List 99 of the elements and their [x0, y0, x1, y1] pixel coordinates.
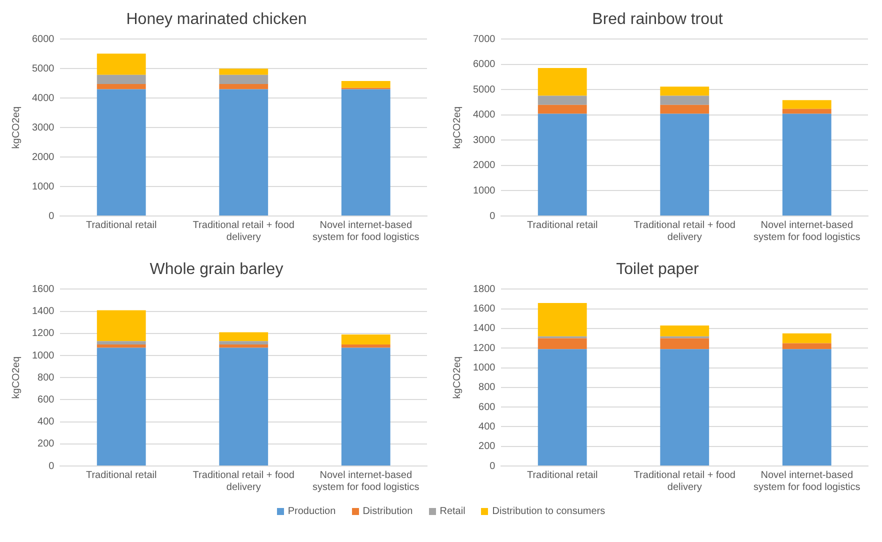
- y-tick-label: 4000: [472, 110, 496, 121]
- y-tick-label: 7000: [472, 34, 496, 45]
- x-tick-label: Traditional retail: [86, 220, 157, 231]
- bar: [96, 89, 146, 216]
- chart-title: Toilet paper: [616, 261, 700, 278]
- bar: [341, 334, 390, 344]
- x-tick-label: Traditional retail + food delivery: [192, 470, 294, 493]
- x-tick-label: Traditional retail: [526, 220, 598, 231]
- x-tick-label: Traditional retail + food delivery: [192, 220, 294, 243]
- bar: [538, 349, 587, 466]
- legend-label: Retail: [440, 506, 466, 517]
- x-tick-label: Traditional retail + food delivery: [634, 220, 736, 243]
- y-tick-label: 800: [38, 372, 55, 384]
- bar: [782, 108, 832, 114]
- bar: [219, 89, 268, 216]
- y-tick-label: 0: [490, 210, 496, 222]
- bar: [96, 310, 146, 342]
- y-tick-label: 1000: [32, 181, 55, 192]
- y-tick-label: 6000: [32, 34, 55, 45]
- y-tick-label: 1600: [472, 304, 496, 315]
- y-tick-label: 400: [478, 421, 496, 432]
- y-tick-label: 3000: [32, 122, 55, 134]
- bar: [538, 68, 587, 96]
- bar: [660, 104, 710, 114]
- bar: [538, 96, 587, 105]
- y-tick-label: 1000: [472, 362, 496, 374]
- x-tick-label: Traditional retail + food delivery: [634, 470, 736, 493]
- y-tick-label: 0: [48, 210, 55, 222]
- y-tick-label: 1400: [472, 323, 496, 334]
- y-axis-title: kgCO2eq: [10, 356, 22, 399]
- y-tick-label: 1600: [32, 284, 55, 295]
- y-tick-label: 400: [38, 416, 55, 428]
- y-tick-label: 2000: [32, 152, 55, 163]
- x-tick-label: Novel internet-based system for food logistics: [754, 220, 860, 243]
- bar: [538, 104, 587, 114]
- y-tick-label: 5000: [472, 84, 496, 96]
- y-axis-title: kgCO2eq: [452, 356, 463, 399]
- y-tick-label: 1200: [32, 328, 55, 340]
- bar: [341, 344, 390, 348]
- chart-title: Honey marinated chicken: [126, 11, 307, 28]
- y-tick-label: 5000: [32, 63, 55, 74]
- chart-title: Whole grain barley: [150, 261, 284, 278]
- bar: [341, 89, 390, 216]
- bar: [538, 302, 587, 336]
- bar: [96, 54, 146, 75]
- bar: [660, 114, 710, 216]
- y-tick-label: 1000: [472, 185, 496, 196]
- bar: [660, 326, 710, 336]
- y-tick-label: 600: [38, 394, 55, 406]
- y-axis-title: kgCO2eq: [10, 106, 22, 149]
- y-tick-label: 800: [478, 382, 496, 394]
- bar: [219, 84, 268, 90]
- bar: [660, 338, 710, 350]
- x-tick-label: Traditional retail: [86, 470, 157, 481]
- y-tick-label: 0: [48, 460, 55, 472]
- bar: [219, 332, 268, 342]
- bar: [219, 348, 268, 466]
- bar: [219, 341, 268, 344]
- y-tick-label: 200: [38, 438, 55, 450]
- bar: [96, 74, 146, 84]
- bar: [782, 349, 832, 466]
- y-tick-label: 2000: [472, 160, 496, 172]
- bar: [782, 114, 832, 216]
- bar: [96, 344, 146, 348]
- bar: [538, 114, 587, 216]
- legend-label: Distribution to consumers: [492, 506, 606, 517]
- bar: [782, 343, 832, 350]
- bar: [782, 100, 832, 109]
- bar: [341, 348, 390, 466]
- bar: [96, 341, 146, 344]
- y-tick-label: 1800: [472, 284, 496, 295]
- y-tick-label: 0: [490, 460, 496, 472]
- bar: [660, 96, 710, 105]
- chart-title: Bred rainbow trout: [592, 11, 724, 28]
- y-tick-label: 200: [478, 441, 496, 452]
- y-tick-label: 1200: [472, 342, 496, 354]
- y-tick-label: 3000: [472, 134, 496, 146]
- x-tick-label: Traditional retail: [526, 470, 598, 481]
- y-tick-label: 600: [478, 402, 496, 413]
- y-axis-title: kgCO2eq: [452, 106, 463, 149]
- bar: [538, 338, 587, 350]
- bar: [660, 86, 710, 96]
- bar: [660, 349, 710, 466]
- x-tick-label: Novel internet-based system for food logistics: [312, 470, 420, 493]
- bar: [219, 344, 268, 348]
- x-tick-label: Novel internet-based system for food logistics: [312, 220, 420, 243]
- bar: [219, 68, 268, 75]
- bar: [96, 84, 146, 90]
- bar: [219, 74, 268, 84]
- y-tick-label: 4000: [32, 92, 55, 104]
- y-tick-label: 1400: [32, 306, 55, 318]
- x-tick-label: Novel internet-based system for food logistics: [754, 470, 860, 493]
- legend-label: Production: [288, 506, 336, 517]
- bar: [96, 348, 146, 466]
- bar: [341, 81, 390, 88]
- legend-label: Distribution: [362, 506, 413, 517]
- bar: [782, 333, 832, 344]
- y-tick-label: 1000: [32, 350, 55, 362]
- y-tick-label: 6000: [472, 59, 496, 70]
